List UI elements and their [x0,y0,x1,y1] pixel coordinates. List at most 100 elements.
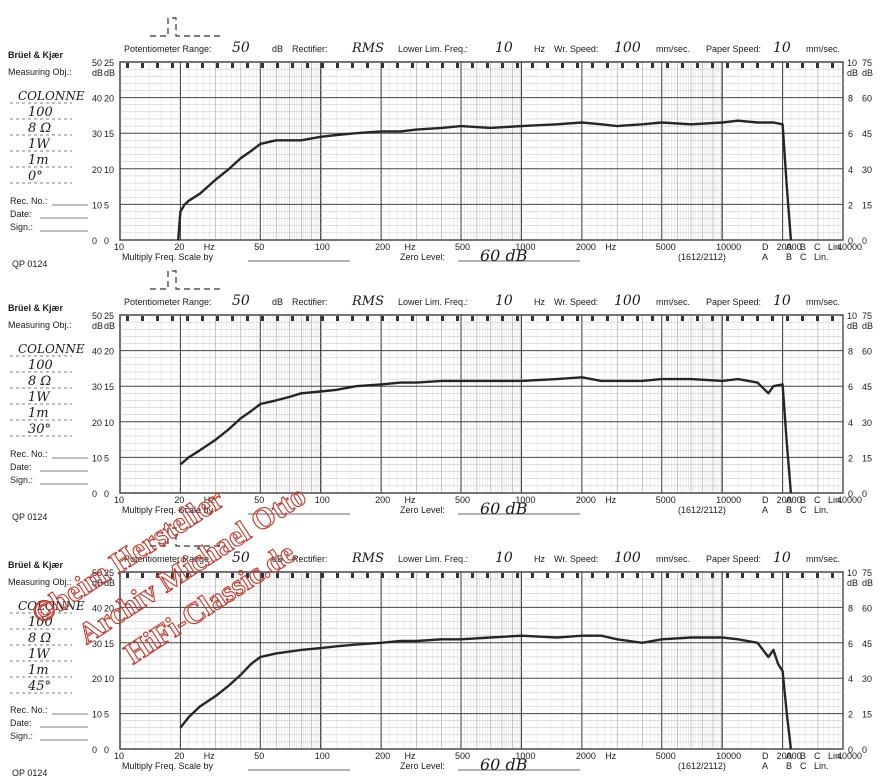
sprocket-mark [801,316,804,321]
sprocket-mark [681,573,684,578]
y-tick-label: 15 [104,129,114,139]
x-tick-label: Hz [605,751,616,761]
handwritten-note: 1m [28,663,49,678]
sprocket-mark [531,316,534,321]
sprocket-mark [306,573,309,578]
sprocket-mark [411,63,414,68]
y2-tick-label: 60 [862,347,872,357]
sprocket-mark [231,63,234,68]
sprocket-mark [201,63,204,68]
wr-speed-label: Wr. Speed: [554,554,598,564]
sprocket-mark [741,573,744,578]
sprocket-mark [351,573,354,578]
switch-symbol-icon [150,17,220,37]
wr-speed-unit: mm/sec. [656,297,690,307]
y-tick-label: 30 [92,129,102,139]
y-tick-label: 30 [92,382,102,392]
weighting-label: A [786,495,792,505]
sprocket-mark [501,573,504,578]
sprocket-mark [486,63,489,68]
plot-area [119,314,844,494]
y-tick-label: 0 [104,745,109,755]
sprocket-mark [381,573,384,578]
x-tick-label: 200 [375,751,390,761]
x-tick-label: 50 [254,495,264,505]
y2-axis-unit: dB [847,68,858,78]
brand-label: Brüel & Kjær [8,560,64,570]
sprocket-mark [831,63,834,68]
x-tick-label: 100 [315,751,330,761]
y-tick-label: 5 [104,710,109,720]
x-tick-label: 2000 [576,751,596,761]
y2-tick-label: 6 [848,639,853,649]
y2-axis-unit: dB [862,321,873,331]
sprocket-mark [261,63,264,68]
y-tick-label: 0 [104,489,109,499]
weighting-label: Lin. [814,761,829,771]
y2-axis-unit: dB [847,321,858,331]
sprocket-mark [411,573,414,578]
wr-speed-value: 100 [614,293,641,309]
handwritten-note: 45° [27,679,51,694]
sprocket-mark [306,63,309,68]
sprocket-mark [351,63,354,68]
sprocket-mark [771,573,774,578]
sprocket-mark [606,316,609,321]
date-label: Date: [10,209,32,219]
form-code: QP 0124 [12,512,47,522]
weighting-label: A [762,252,768,262]
potentiometer-label: Potentiometer Range: [124,554,212,564]
y2-axis-unit: dB [862,578,873,588]
sprocket-mark [366,63,369,68]
x-tick-label: 2000 [576,242,596,252]
paper-speed-value: 10 [773,550,791,566]
weighting-label: Lin. [814,505,829,515]
x-tick-label: Hz [605,495,616,505]
weighting-label: C [814,751,821,761]
y2-tick-label: 30 [862,674,872,684]
multiply-label: Multiply Freq. Scale by [122,761,214,771]
date-label: Date: [10,462,32,472]
x-tick-label: Hz [404,242,415,252]
x-tick-label: 20000 [777,495,802,505]
sprocket-mark [201,316,204,321]
rectifier-label: Rectifier: [292,44,328,54]
weighting-label: B [786,761,792,771]
sprocket-mark [441,573,444,578]
x-tick-label: 20 [174,751,184,761]
sprocket-mark [651,316,654,321]
brand-label: Brüel & Kjær [8,50,64,60]
potentiometer-value: 50 [232,293,250,309]
sprocket-mark [816,63,819,68]
sprocket-mark [351,316,354,321]
y2-tick-label: 8 [848,94,853,104]
y-tick-label: 5 [104,200,109,210]
handwritten-note: 1W [28,647,51,662]
sprocket-mark [441,316,444,321]
y-tick-label: 10 [92,710,102,720]
x-tick-label: 40000 [837,751,862,761]
sprocket-mark [816,316,819,321]
y-tick-label: 10 [104,165,114,175]
sprocket-mark [336,316,339,321]
y-tick-label: 20 [104,94,114,104]
x-tick-label: 5000 [656,751,676,761]
x-tick-label: 20000 [777,242,802,252]
sprocket-mark [726,63,729,68]
handwritten-note: COLONNE [18,342,85,356]
zero-level-label: Zero Level: [400,252,445,262]
lower-lim-unit: Hz [534,44,545,54]
weighting-label: B [800,495,806,505]
x-tick-label: 5000 [656,242,676,252]
sprocket-mark [756,316,759,321]
y-tick-label: 50 [92,311,102,321]
sprocket-mark [141,316,144,321]
sprocket-mark [141,573,144,578]
y2-tick-label: 60 [862,603,872,613]
sprocket-mark [456,63,459,68]
x-tick-label: Hz [404,751,415,761]
y-axis-unit: dB [92,321,103,331]
form-code: QP 0124 [12,768,47,776]
x-tick-label: 1000 [515,495,535,505]
